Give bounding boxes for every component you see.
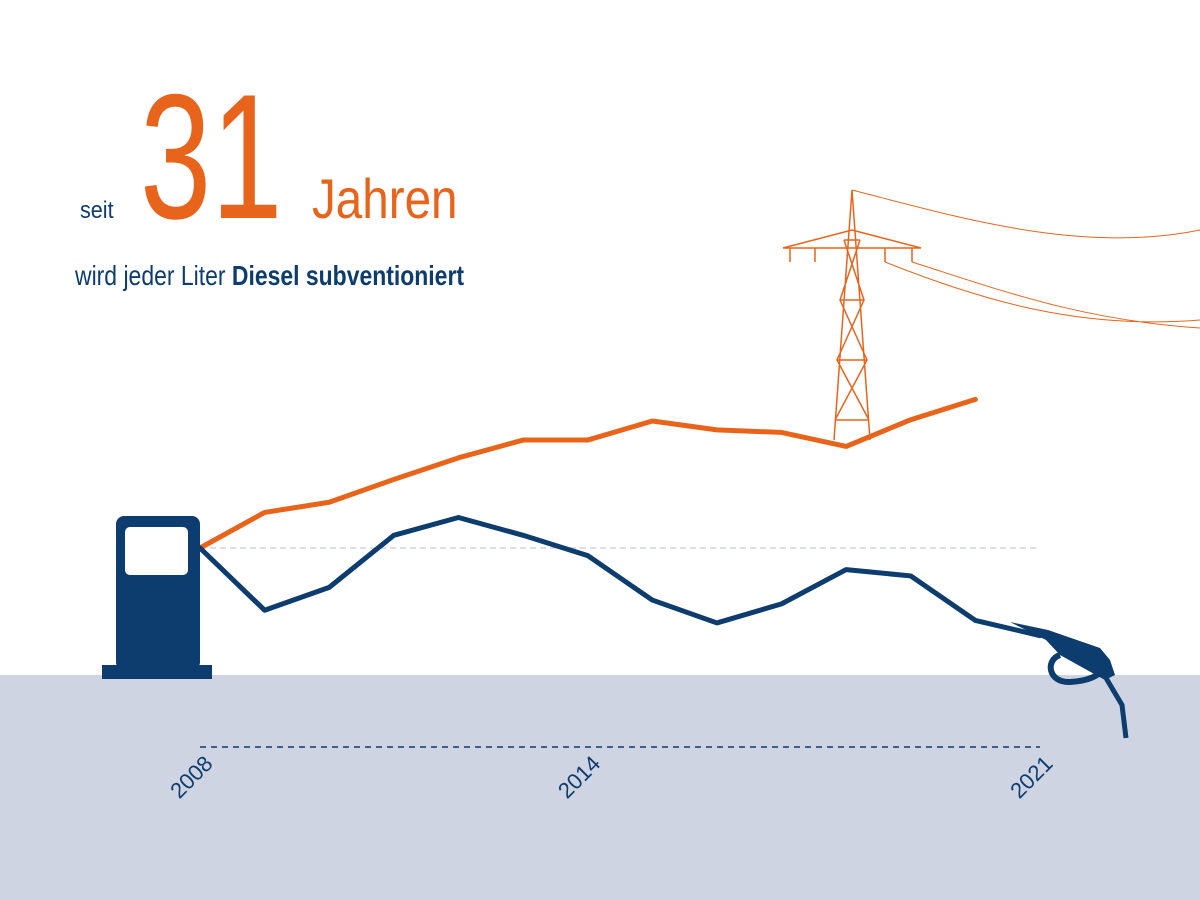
title-number: 31 bbox=[140, 57, 283, 256]
ground bbox=[0, 675, 1200, 899]
subtitle-plain: wird jeder Liter bbox=[74, 261, 226, 292]
subtitle: wird jeder Liter Diesel subventioniert bbox=[74, 261, 464, 292]
title: seit 31 Jahren bbox=[80, 57, 458, 256]
nozzle bbox=[1010, 622, 1129, 739]
title-suffix: Jahren bbox=[312, 168, 458, 230]
title-prefix: seit bbox=[80, 196, 114, 223]
series-line bbox=[197, 515, 1043, 639]
fuel-pump bbox=[102, 516, 212, 679]
series-line bbox=[197, 396, 978, 551]
subtitle-bold: Diesel subventioniert bbox=[232, 261, 465, 292]
pylon bbox=[782, 189, 1200, 441]
